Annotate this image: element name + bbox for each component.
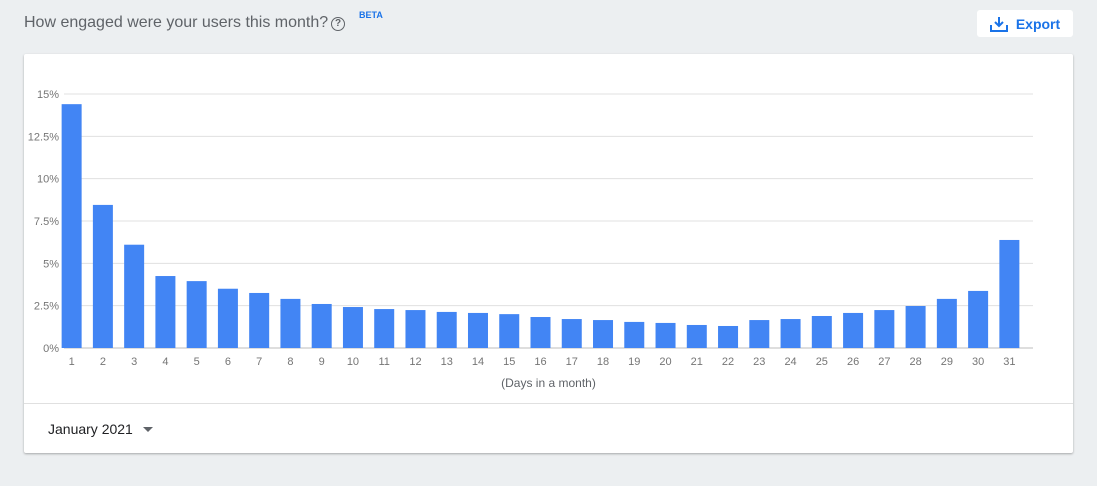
- bar-day-29: [936, 298, 957, 348]
- bar-day-3: [124, 244, 145, 348]
- download-icon: [989, 16, 1008, 32]
- bar-day-18: [593, 320, 614, 348]
- caret-down-icon: [142, 426, 153, 432]
- x-tick-label: 13: [441, 356, 453, 368]
- bar-day-23: [749, 320, 770, 348]
- bar-day-31: [999, 239, 1020, 348]
- help-circle-icon[interactable]: ?: [331, 17, 345, 31]
- x-tick-label: 10: [347, 356, 359, 368]
- month-dropdown[interactable]: January 2021: [48, 421, 153, 437]
- x-tick-label: 14: [472, 356, 484, 368]
- beta-badge: BETA: [359, 10, 383, 20]
- bar-day-26: [843, 312, 864, 348]
- export-button[interactable]: Export: [977, 10, 1073, 37]
- bar-day-4: [155, 276, 176, 348]
- bar-day-2: [92, 204, 113, 348]
- y-tick-label: 10%: [37, 174, 59, 186]
- bar-day-16: [530, 317, 551, 348]
- x-tick-label: 5: [194, 356, 200, 368]
- chart-footer: January 2021: [24, 403, 1073, 454]
- x-tick-label: 6: [225, 356, 231, 368]
- y-tick-label: 5%: [43, 258, 59, 270]
- x-tick-label: 7: [256, 356, 262, 368]
- bar-day-17: [561, 319, 582, 348]
- bar-day-28: [905, 306, 926, 348]
- bar-day-24: [780, 319, 801, 348]
- x-tick-label: 25: [816, 356, 828, 368]
- x-tick-label: 24: [784, 356, 796, 368]
- bar-day-30: [968, 290, 989, 348]
- bar-day-5: [186, 281, 207, 348]
- x-tick-label: 26: [847, 356, 859, 368]
- bar-day-10: [342, 307, 363, 348]
- x-tick-label: 21: [691, 356, 703, 368]
- bar-day-13: [436, 311, 457, 348]
- chart-card: 0% 2.5% 5% 7.5% 10% 12.5% 15% 1 2 3 4 5 6 7 8 9 10 11 12 13…: [24, 54, 1073, 453]
- x-tick-label: 2: [100, 356, 106, 368]
- engagement-bar-chart: 0%2.5%5%7.5%10%12.5%15%1 2 3 4 5 6 7 8 9 10 11 12 13…: [28, 89, 1033, 390]
- x-tick-label: 1: [69, 356, 75, 368]
- x-tick-label: 15: [503, 356, 515, 368]
- bar-day-25: [811, 315, 832, 348]
- bar-day-20: [655, 322, 676, 348]
- x-tick-label: 17: [566, 356, 578, 368]
- bar-day-1: [61, 104, 82, 348]
- bar-day-14: [467, 312, 488, 348]
- x-tick-label: 31: [1003, 356, 1015, 368]
- bar-day-11: [374, 309, 395, 348]
- x-axis-label: (Days in a month): [501, 376, 596, 390]
- bar-day-22: [718, 325, 739, 348]
- bar-day-27: [874, 310, 895, 348]
- x-tick-label: 11: [378, 356, 389, 368]
- bar-day-12: [405, 310, 426, 348]
- export-label: Export: [1015, 15, 1061, 32]
- x-tick-label: 29: [941, 356, 953, 368]
- bar-day-19: [624, 321, 645, 348]
- bar-day-8: [280, 298, 301, 348]
- bar-day-7: [249, 292, 270, 348]
- y-tick-label: 12.5%: [28, 131, 59, 143]
- x-tick-label: 19: [628, 356, 640, 368]
- month-selected: January 2021: [48, 421, 133, 437]
- x-tick-label: 16: [534, 356, 546, 368]
- x-tick-label: 18: [597, 356, 609, 368]
- x-tick-label: 8: [287, 356, 293, 368]
- x-tick-label: 23: [753, 356, 765, 368]
- x-tick-label: 28: [909, 356, 921, 368]
- bar-day-9: [311, 303, 332, 348]
- x-tick-label: 22: [722, 356, 734, 368]
- x-tick-label: 12: [409, 356, 421, 368]
- y-tick-label: 7.5%: [34, 216, 59, 228]
- bar-day-15: [499, 314, 520, 348]
- y-tick-label: 2.5%: [34, 301, 59, 313]
- bar-day-6: [217, 288, 238, 348]
- x-tick-label: 30: [972, 356, 984, 368]
- x-tick-label: 4: [162, 356, 168, 368]
- y-tick-label: 15%: [37, 89, 59, 101]
- y-tick-label: 0%: [43, 343, 59, 355]
- x-tick-label: 20: [659, 356, 671, 368]
- page-title: How engaged were your users this month?: [24, 14, 329, 31]
- x-tick-label: 3: [131, 356, 137, 368]
- x-tick-label: 9: [319, 356, 325, 368]
- bar-day-21: [686, 324, 707, 348]
- x-tick-label: 27: [878, 356, 890, 368]
